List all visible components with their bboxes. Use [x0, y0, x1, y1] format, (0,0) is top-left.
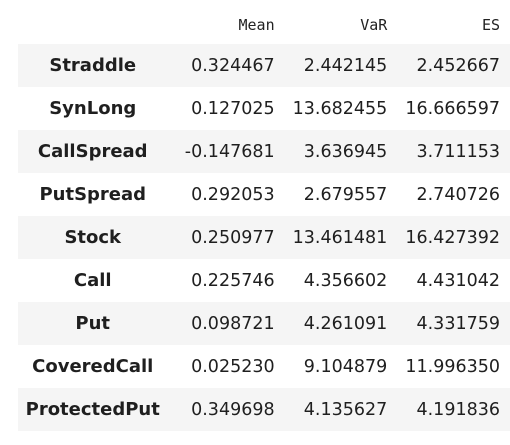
table-row: Call 0.225746 4.356602 4.431042: [18, 259, 510, 302]
table-row: Stock 0.250977 13.461481 16.427392: [18, 216, 510, 259]
cell-var: 4.356602: [303, 270, 388, 291]
row-label: PutSpread: [39, 184, 147, 205]
row-label: CallSpread: [37, 141, 148, 162]
table-row: SynLong 0.127025 13.682455 16.666597: [18, 87, 510, 130]
column-header-es: ES: [481, 16, 500, 34]
cell-var: 4.261091: [303, 313, 388, 334]
cell-mean: 0.225746: [191, 270, 275, 291]
cell-mean: 0.127025: [191, 98, 275, 119]
table-header: Mean VaR ES: [18, 6, 510, 44]
table-row: CallSpread -0.147681 3.636945 3.711153: [18, 130, 510, 173]
table-row: Straddle 0.324467 2.442145 2.452667: [18, 44, 510, 87]
row-label: SynLong: [49, 98, 137, 119]
column-header-var: VaR: [360, 16, 388, 34]
table-body: Straddle 0.324467 2.442145 2.452667 SynL…: [18, 44, 510, 431]
row-label: ProtectedPut: [25, 399, 160, 420]
cell-es: 2.740726: [416, 184, 500, 205]
cell-es: 4.191836: [416, 399, 500, 420]
row-label: CoveredCall: [32, 356, 154, 377]
header-row: Mean VaR ES: [18, 6, 510, 44]
cell-var: 2.679557: [303, 184, 388, 205]
cell-var: 13.461481: [292, 227, 388, 248]
cell-var: 9.104879: [303, 356, 388, 377]
row-label: Stock: [64, 227, 122, 248]
cell-mean: 0.025230: [191, 356, 275, 377]
row-label: Put: [75, 313, 111, 334]
cell-mean: 0.292053: [191, 184, 275, 205]
cell-mean: 0.250977: [191, 227, 275, 248]
cell-mean: 0.098721: [191, 313, 275, 334]
cell-mean: -0.147681: [184, 141, 275, 162]
cell-es: 4.331759: [416, 313, 500, 334]
cell-var: 4.135627: [303, 399, 388, 420]
cell-var: 13.682455: [292, 98, 388, 119]
cell-es: 4.431042: [416, 270, 500, 291]
risk-metrics-table: Mean VaR ES Straddle 0.324467 2.442145 2…: [18, 6, 510, 431]
cell-es: 16.666597: [405, 98, 500, 119]
column-header-mean: Mean: [238, 16, 275, 34]
cell-mean: 0.324467: [191, 55, 275, 76]
table-row: ProtectedPut 0.349698 4.135627 4.191836: [18, 388, 510, 431]
header-corner: [18, 6, 167, 44]
row-label: Straddle: [49, 55, 137, 76]
cell-var: 2.442145: [303, 55, 388, 76]
cell-es: 2.452667: [416, 55, 500, 76]
row-label: Call: [73, 270, 112, 291]
table-row: Put 0.098721 4.261091 4.331759: [18, 302, 510, 345]
cell-mean: 0.349698: [191, 399, 275, 420]
dataframe-output: Mean VaR ES Straddle 0.324467 2.442145 2…: [18, 6, 510, 431]
cell-var: 3.636945: [303, 141, 388, 162]
table-row: PutSpread 0.292053 2.679557 2.740726: [18, 173, 510, 216]
cell-es: 11.996350: [405, 356, 500, 377]
table-row: CoveredCall 0.025230 9.104879 11.996350: [18, 345, 510, 388]
cell-es: 16.427392: [405, 227, 500, 248]
cell-es: 3.711153: [416, 141, 500, 162]
